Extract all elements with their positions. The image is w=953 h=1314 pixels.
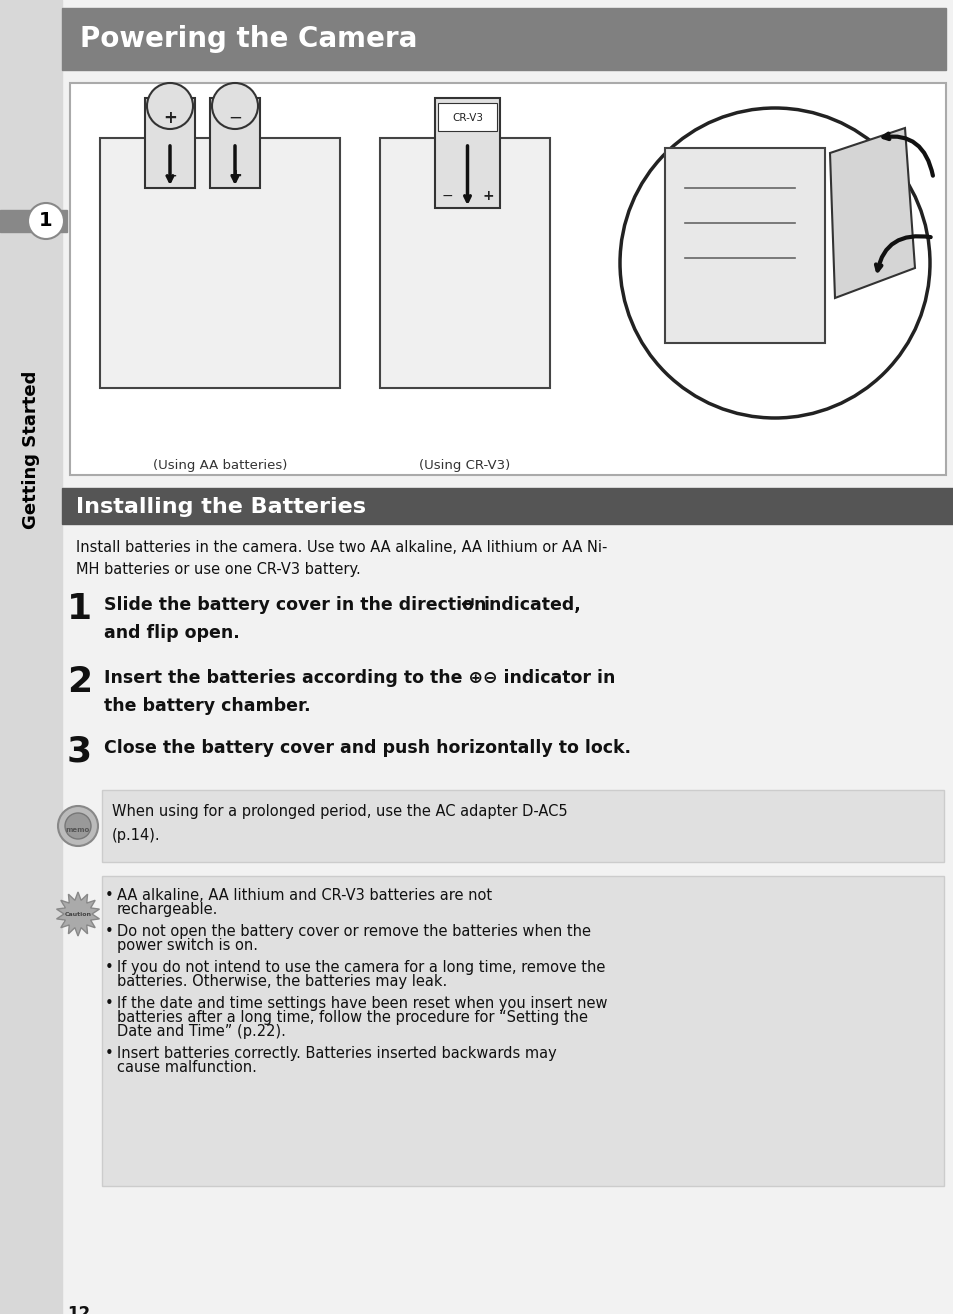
Text: power switch is on.: power switch is on. [117,938,257,953]
Bar [62,8,945,70]
Bar [102,876,943,1187]
Circle shape [58,805,98,846]
Bar [145,99,194,188]
Bar [70,83,945,474]
Text: −: − [440,189,453,202]
Circle shape [212,83,257,129]
Text: memo: memo [66,827,90,833]
Bar [437,102,497,131]
Text: •: • [105,961,113,975]
Bar [435,99,499,208]
Bar [210,99,260,188]
Text: MH batteries or use one CR-V3 battery.: MH batteries or use one CR-V3 battery. [76,562,360,577]
Circle shape [147,83,193,129]
Polygon shape [829,127,914,298]
Circle shape [619,108,929,418]
Text: Install batteries in the camera. Use two AA alkaline, AA lithium or AA Ni-: Install batteries in the camera. Use two… [76,540,607,555]
Polygon shape [56,892,99,936]
Text: •: • [105,996,113,1010]
Text: 1: 1 [67,593,92,625]
Text: +: + [481,189,494,202]
Text: If you do not intend to use the camera for a long time, remove the: If you do not intend to use the camera f… [117,961,605,975]
Text: Do not open the battery cover or remove the batteries when the: Do not open the battery cover or remove … [117,924,590,940]
Text: CR-V3: CR-V3 [452,113,482,124]
Text: AA alkaline, AA lithium and CR-V3 batteries are not: AA alkaline, AA lithium and CR-V3 batter… [117,888,492,903]
Text: 3: 3 [67,735,92,769]
Bar [0,210,67,233]
Text: (p.14).: (p.14). [112,828,160,844]
Text: Date and Time” (p.22).: Date and Time” (p.22). [117,1024,286,1039]
Text: When using for a prolonged period, use the AC adapter D-AC5: When using for a prolonged period, use t… [112,804,567,819]
Text: batteries after a long time, follow the procedure for “Setting the: batteries after a long time, follow the … [117,1010,587,1025]
Text: •: • [105,888,113,903]
Text: +: + [228,167,242,185]
Text: Installing the Batteries: Installing the Batteries [76,497,366,516]
Text: Insert batteries correctly. Batteries inserted backwards may: Insert batteries correctly. Batteries in… [117,1046,557,1060]
Bar [62,487,953,524]
Text: (Using AA batteries): (Using AA batteries) [152,459,287,472]
Text: indicated,: indicated, [483,597,581,614]
Text: (Using CR-V3): (Using CR-V3) [419,459,510,472]
Bar [664,148,824,343]
Circle shape [28,202,64,239]
Text: rechargeable.: rechargeable. [117,901,218,917]
Text: ↵: ↵ [459,597,476,615]
Text: 1: 1 [39,212,52,230]
Text: 12: 12 [67,1305,90,1314]
Text: Caution: Caution [65,912,91,916]
Text: •: • [105,1046,113,1060]
Text: Close the battery cover and push horizontally to lock.: Close the battery cover and push horizon… [104,738,630,757]
Text: batteries. Otherwise, the batteries may leak.: batteries. Otherwise, the batteries may … [117,974,447,989]
Text: Powering the Camera: Powering the Camera [80,25,417,53]
Bar [100,138,339,388]
Text: cause malfunction.: cause malfunction. [117,1060,256,1075]
Text: Insert the batteries according to the ⊕⊖ indicator in: Insert the batteries according to the ⊕⊖… [104,669,615,687]
Text: Getting Started: Getting Started [22,371,40,530]
Text: −: − [163,167,176,185]
Bar [379,138,550,388]
Text: •: • [105,924,113,940]
Text: If the date and time settings have been reset when you insert new: If the date and time settings have been … [117,996,607,1010]
Circle shape [65,813,91,840]
Text: and flip open.: and flip open. [104,624,239,643]
Text: the battery chamber.: the battery chamber. [104,696,311,715]
Text: −: − [228,109,242,127]
Text: 2: 2 [67,665,92,699]
Text: Slide the battery cover in the direction: Slide the battery cover in the direction [104,597,486,614]
Bar [0,0,62,1314]
Text: +: + [163,109,176,127]
Bar [102,790,943,862]
